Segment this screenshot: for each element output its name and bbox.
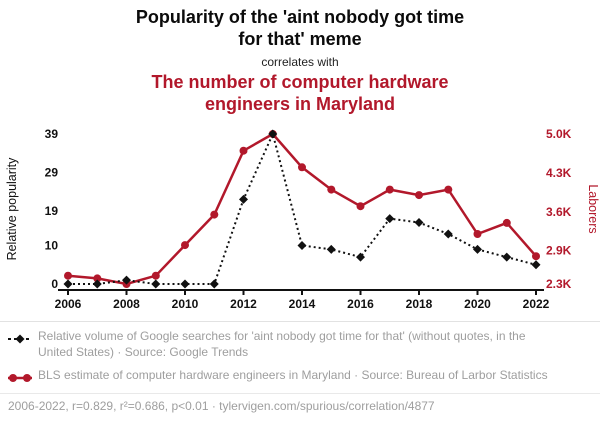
legend-label: BLS estimate of computer hardware engine… <box>38 368 548 383</box>
chart-area: 2006 2008 2010 2012 2014 2016 2018 2020 2022 0 10 1… <box>0 118 600 318</box>
chart-header: Popularity of the 'aint nobody got time … <box>0 0 600 116</box>
x-tick-label: 2012 <box>230 297 257 311</box>
marker-diamond <box>502 252 512 262</box>
marker-circle <box>93 274 102 283</box>
right-tick-label: 2.9K <box>546 243 572 257</box>
marker-circle <box>532 252 540 261</box>
marker-diamond <box>326 244 336 254</box>
marker-diamond <box>239 194 248 204</box>
x-tick-label: 2020 <box>464 297 491 311</box>
marker-circle <box>502 218 511 227</box>
footer-citation: 2006-2022, r=0.829, r²=0.686, p<0.01 · t… <box>0 393 600 413</box>
x-tick-label: 2016 <box>347 297 374 311</box>
left-tick-label: 10 <box>45 238 59 252</box>
marker-diamond <box>151 279 161 289</box>
right-axis-label: Laborers <box>586 184 600 233</box>
series-line-google-trends-search-volume <box>68 130 537 285</box>
marker-diamond <box>385 213 395 223</box>
x-tick-label: 2006 <box>55 297 82 311</box>
marker-diamond <box>473 244 482 254</box>
x-tick-label: 2008 <box>113 297 140 311</box>
right-tick-label: 5.0K <box>546 127 572 141</box>
left-tick-label: 0 <box>51 277 58 291</box>
marker-diamond <box>414 217 424 227</box>
marker-circle <box>239 146 248 155</box>
marker-circle <box>181 240 189 249</box>
marker-diamond <box>209 279 219 289</box>
right-tick-label: 4.3K <box>546 166 572 180</box>
marker-diamond <box>531 260 541 270</box>
right-tick-label: 2.3K <box>546 277 572 291</box>
left-axis-label: Relative popularity <box>5 157 19 261</box>
marker-circle <box>210 210 219 219</box>
correlation-line-chart: 2006 2008 2010 2012 2014 2016 2018 2020 2022 0 10 1… <box>5 127 600 311</box>
left-tick-label: 19 <box>45 204 59 218</box>
left-tick-label: 29 <box>45 165 59 179</box>
correlated-title: The number of computer hardware engineer… <box>151 71 449 114</box>
correlates-with-label: correlates with <box>261 54 339 69</box>
legend-label: Relative volume of Google searches for '… <box>38 328 526 359</box>
x-tick-label: 2022 <box>523 297 550 311</box>
marker-diamond <box>180 279 190 289</box>
marker-circle <box>473 229 482 238</box>
x-tick-label: 2018 <box>406 297 433 311</box>
legend-item-google-trends: Relative volume of Google searches for '… <box>8 329 592 361</box>
marker-circle <box>327 185 336 194</box>
marker-circle <box>151 271 160 280</box>
legend: Relative volume of Google searches for '… <box>0 320 600 386</box>
x-tick-label: 2014 <box>289 297 316 311</box>
legend-item-bls-engineers: BLS estimate of computer hardware engine… <box>8 368 592 385</box>
marker-circle <box>298 163 306 172</box>
marker-circle <box>444 185 453 194</box>
dashed-line-diamond-icon <box>8 334 32 344</box>
marker-diamond <box>92 279 102 289</box>
marker-circle <box>356 202 365 211</box>
marker-circle <box>415 190 423 199</box>
marker-diamond <box>443 229 453 239</box>
marker-diamond <box>356 252 365 262</box>
marker-diamond <box>297 240 307 250</box>
red-line-circle-icon <box>8 374 32 383</box>
marker-diamond <box>268 129 278 139</box>
series-line-md-computer-hardware-engineers <box>67 132 537 286</box>
right-tick-label: 3.6K <box>546 205 572 219</box>
marker-circle <box>385 185 394 194</box>
x-tick-label: 2010 <box>172 297 199 311</box>
page-title: Popularity of the 'aint nobody got time … <box>135 7 465 49</box>
marker-circle <box>64 271 72 280</box>
marker-diamond <box>63 279 73 289</box>
marker-diamond <box>122 275 131 285</box>
left-tick-label: 39 <box>45 127 59 141</box>
